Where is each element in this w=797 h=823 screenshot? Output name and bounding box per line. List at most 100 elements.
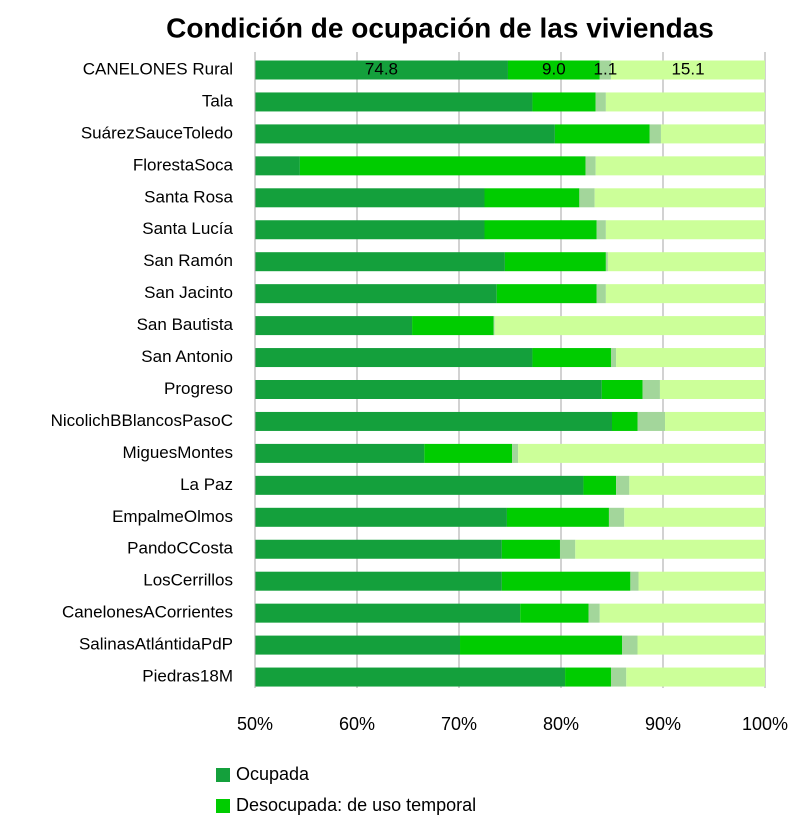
bar-segment [601, 380, 643, 399]
bar-segment [565, 667, 611, 687]
bar-segment [255, 539, 502, 559]
bar-segment [255, 380, 602, 399]
y-tick-label: EmpalmeOlmos [112, 507, 233, 526]
bar-segment [255, 284, 497, 304]
bar-segment [255, 635, 461, 655]
y-tick-label: Piedras18M [142, 667, 233, 686]
x-tick-label: 90% [645, 714, 681, 734]
bar-segment [299, 156, 586, 176]
x-tick-label: 80% [543, 714, 579, 734]
bar-segment [255, 475, 584, 495]
bar-segment [622, 635, 638, 655]
bar-segment [605, 220, 765, 240]
bar-segment [255, 188, 485, 208]
y-tick-label: San Jacinto [144, 283, 233, 302]
bar-segment [665, 411, 765, 431]
bar-segment [599, 603, 765, 623]
bar-segment [512, 443, 519, 463]
bar-segment [629, 475, 765, 495]
bar-segment [412, 316, 494, 336]
bar-segment [532, 92, 596, 112]
bars [255, 60, 765, 687]
bar-segment [608, 507, 625, 527]
bar-segment [507, 60, 600, 80]
y-tick-label: LosCerrillos [143, 571, 233, 590]
bar-segment [610, 60, 765, 80]
x-tick-label: 100% [742, 714, 788, 734]
bar-segment [255, 124, 555, 144]
bar-segment [520, 603, 589, 623]
bar-segment [583, 475, 617, 495]
bar-segment [255, 411, 612, 431]
y-tick-label: CanelonesACorrientes [62, 603, 233, 622]
bar-segment [642, 380, 660, 399]
bar-segment [579, 188, 595, 208]
data-label: 15.1 [671, 59, 704, 78]
y-tick-label: NicolichBBlancosPasoC [51, 411, 233, 430]
bar-segment [484, 188, 580, 208]
bar-segment [637, 635, 765, 655]
y-tick-label: Progreso [164, 379, 233, 398]
bar-segment [630, 571, 639, 591]
bar-segment [255, 316, 413, 336]
bar-segment [626, 667, 765, 687]
bar-segment [659, 380, 765, 399]
bar-segment [554, 124, 650, 144]
bar-segment [616, 475, 630, 495]
bar-segment [610, 348, 617, 368]
bar-segment [594, 188, 765, 208]
bar-segment [424, 443, 513, 463]
x-tick-label: 70% [441, 714, 477, 734]
bar-segment [255, 443, 425, 463]
bar-segment [493, 316, 495, 336]
x-tick-label: 60% [339, 714, 375, 734]
legend-swatch [216, 799, 230, 813]
bar-segment [616, 348, 765, 368]
data-label: 9.0 [542, 59, 566, 78]
y-tick-label: FlorestaSoca [133, 155, 234, 174]
bar-segment [596, 220, 606, 240]
bar-segment [649, 124, 661, 144]
x-tick-label: 50% [237, 714, 273, 734]
bar-segment [255, 571, 502, 591]
bar-segment [255, 507, 507, 527]
bar-segment [504, 252, 606, 272]
bar-segment [518, 443, 765, 463]
y-tick-label: La Paz [180, 475, 233, 494]
data-label: 1.1 [594, 59, 618, 78]
y-tick-label: San Bautista [137, 315, 234, 334]
bar-segment [501, 539, 560, 559]
bar-segment [610, 667, 627, 687]
bar-segment [588, 603, 600, 623]
bar-segment [599, 60, 611, 80]
bar-segment [255, 348, 533, 368]
legend-swatch [216, 768, 230, 782]
data-label: 74.8 [365, 59, 398, 78]
bar-segment [496, 284, 597, 304]
bar-segment [605, 284, 765, 304]
bar-segment [660, 124, 765, 144]
y-tick-label: MiguesMontes [122, 443, 233, 462]
bar-segment [559, 539, 576, 559]
bar-segment [255, 252, 505, 272]
bar-segment [255, 220, 485, 240]
y-tick-label: SuárezSauceToledo [81, 123, 233, 142]
y-tick-label: San Ramón [143, 251, 233, 270]
bar-segment [255, 667, 566, 687]
bar-segment [596, 284, 606, 304]
y-tick-label: Santa Lucía [142, 219, 233, 238]
bar-segment [575, 539, 765, 559]
y-tick-label: Tala [202, 91, 234, 110]
bar-segment [585, 156, 596, 176]
y-tick-label: Santa Rosa [144, 187, 233, 206]
bar-segment [255, 60, 508, 80]
y-tick-label: CANELONES Rural [83, 59, 233, 78]
bar-segment [624, 507, 765, 527]
bar-segment [255, 603, 521, 623]
bar-segment [638, 571, 765, 591]
bar-segment [494, 316, 765, 336]
chart-title: Condición de ocupación de las viviendas [166, 12, 714, 43]
bar-segment [605, 252, 608, 272]
bar-segment [532, 348, 611, 368]
